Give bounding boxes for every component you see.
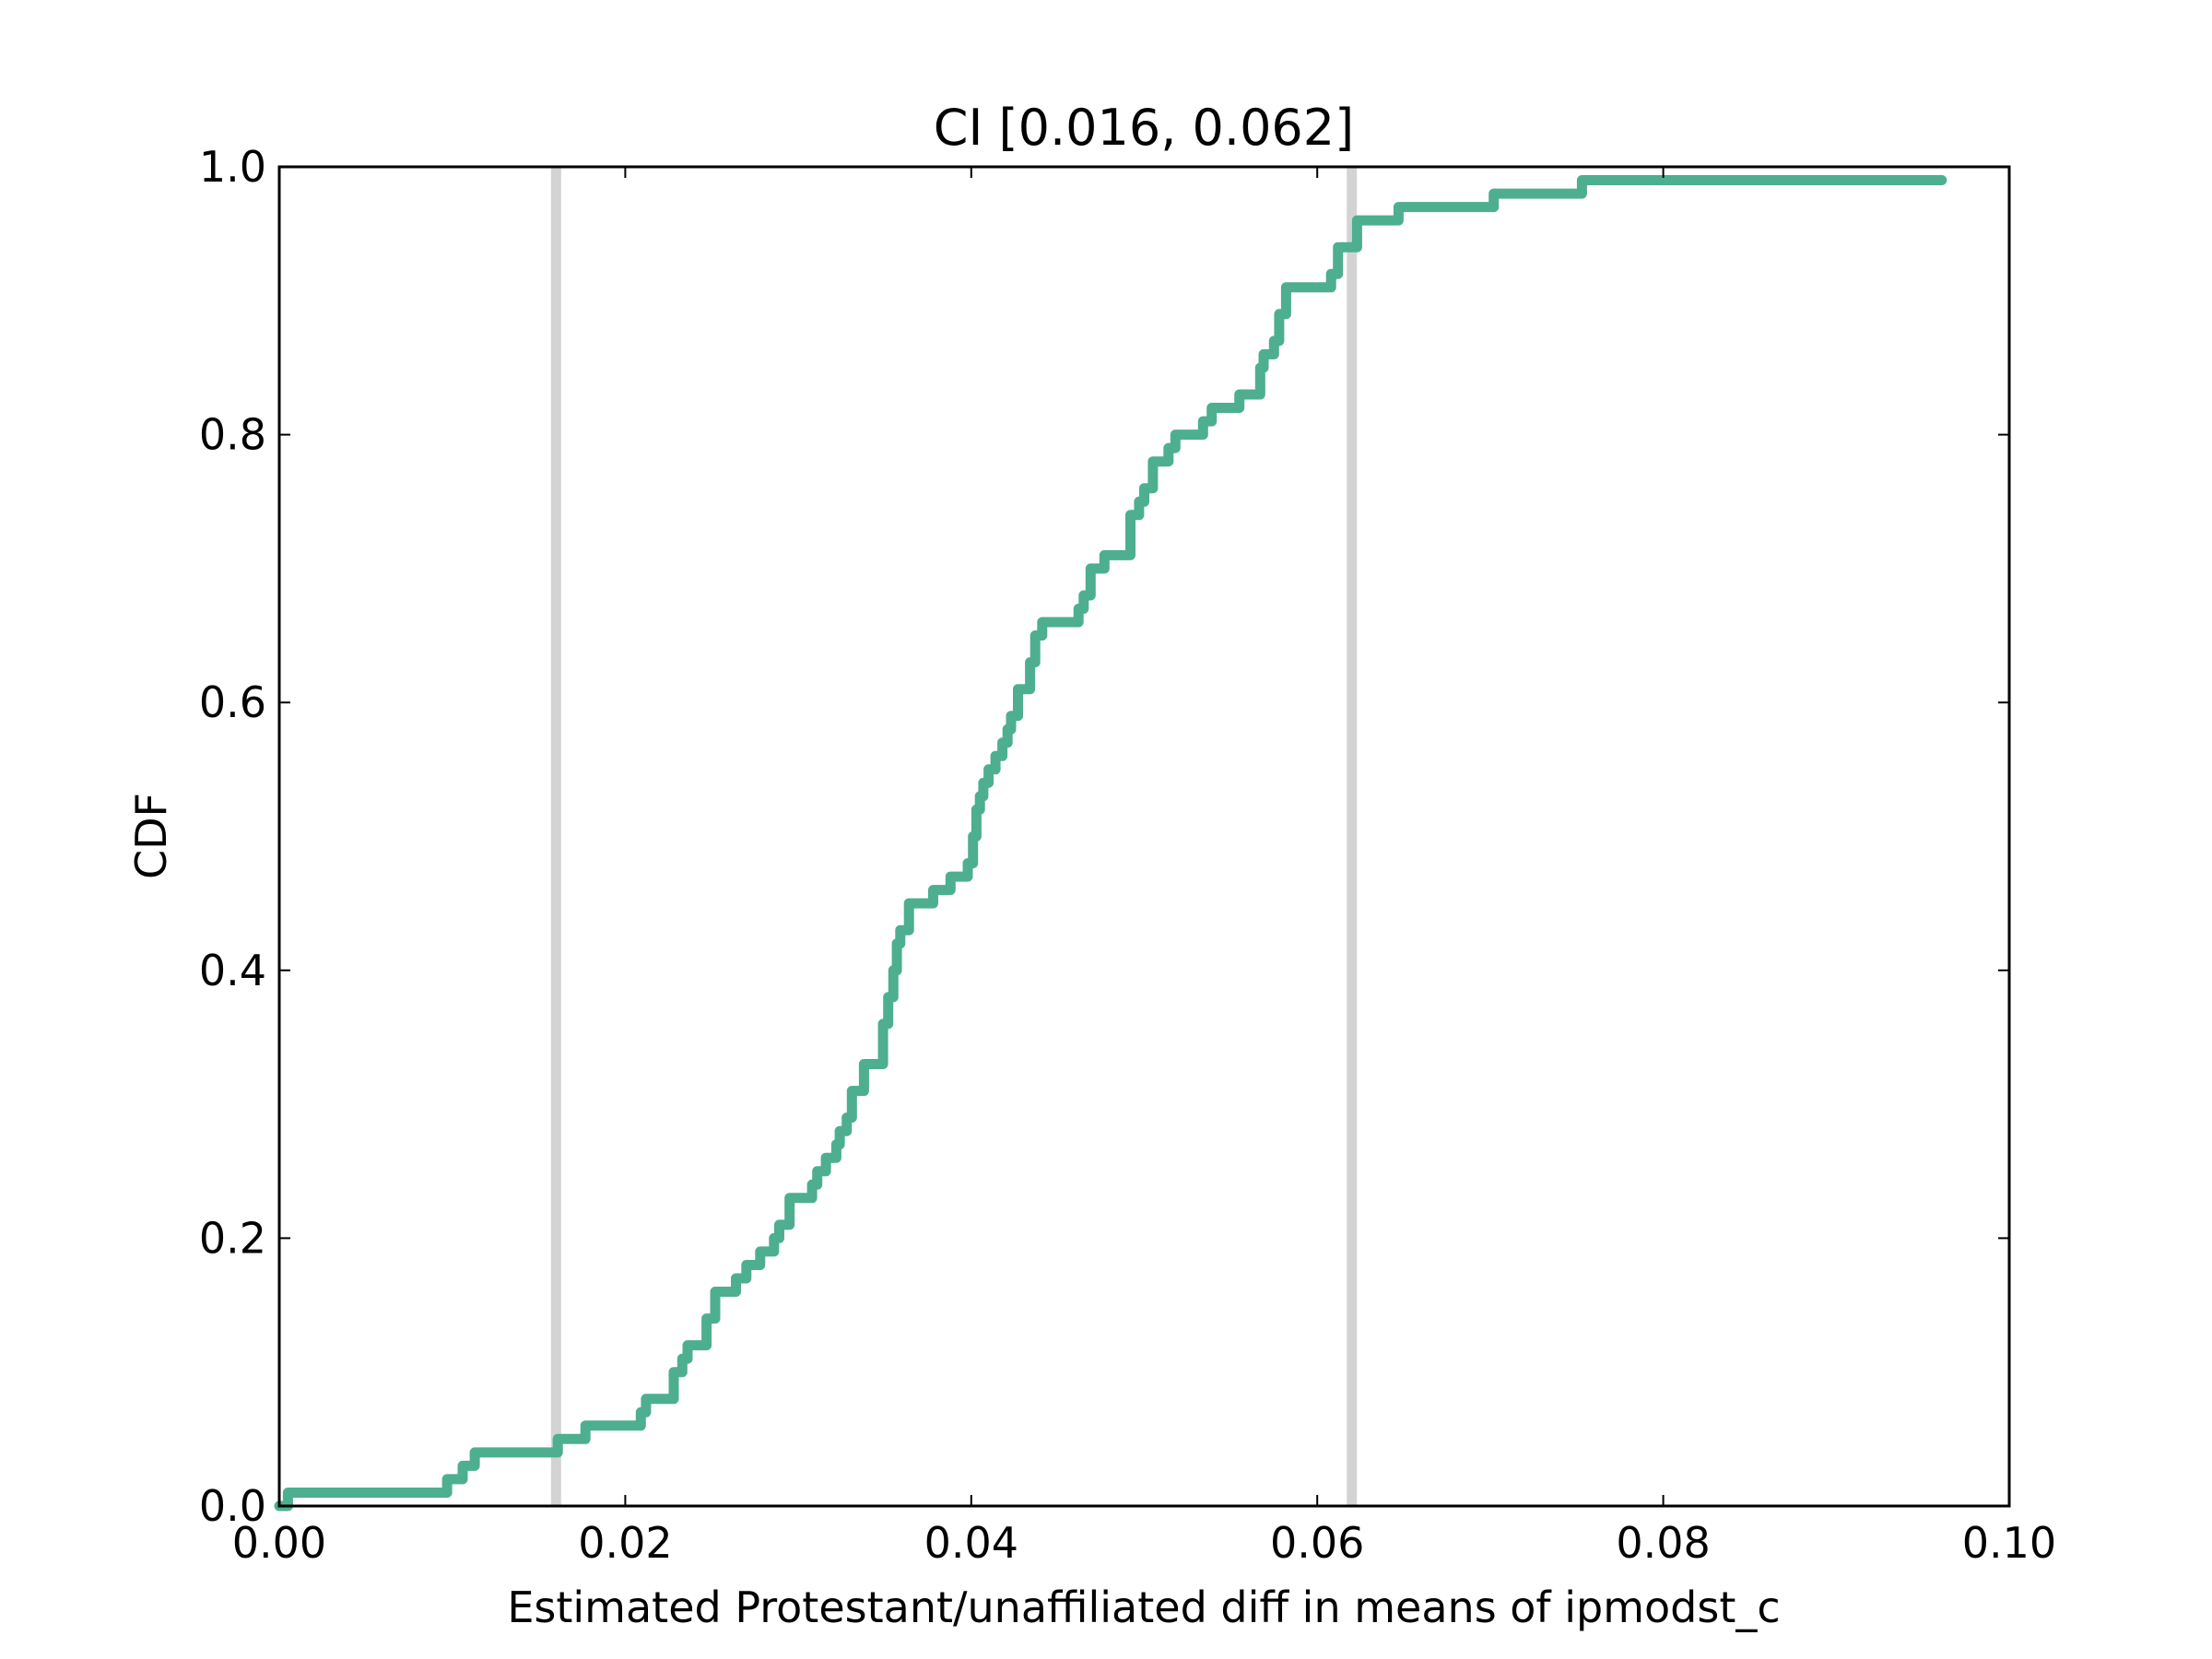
plot-frame [277, 165, 2011, 1508]
x-tick-label: 0.06 [1270, 1518, 1364, 1568]
tick-layer: 0.00 0.02 0.04 0.06 0.08 0.10 0.0 0.2 0.4 0.6 0.8 1… [199, 142, 2056, 1568]
y-tick-label: 0.4 [199, 946, 266, 995]
series-layer [274, 175, 1947, 1512]
ci-lines [550, 167, 1358, 1506]
x-tick-label: 0.00 [232, 1518, 326, 1568]
cdf-series-line-0 [274, 175, 1947, 1512]
y-tick-label: 0.6 [199, 677, 266, 727]
y-axis-title: CDF [126, 793, 176, 879]
y-tick-label: 1.0 [199, 142, 266, 192]
x-tick-label: 0.02 [578, 1518, 672, 1568]
y-tick-label: 0.0 [199, 1481, 266, 1531]
plot-area-background [279, 167, 2009, 1506]
y-tick-label: 0.8 [199, 410, 266, 460]
x-axis-title: Estimated Protestant/unaffiliated diff i… [507, 1583, 1780, 1632]
x-tick-label: 0.08 [1616, 1518, 1710, 1568]
y-tick-label: 0.2 [199, 1213, 266, 1263]
chart-title: CI [0.016, 0.062] [934, 99, 1354, 157]
x-tick-label: 0.10 [1962, 1518, 2056, 1568]
x-tick-label: 0.04 [924, 1518, 1018, 1568]
